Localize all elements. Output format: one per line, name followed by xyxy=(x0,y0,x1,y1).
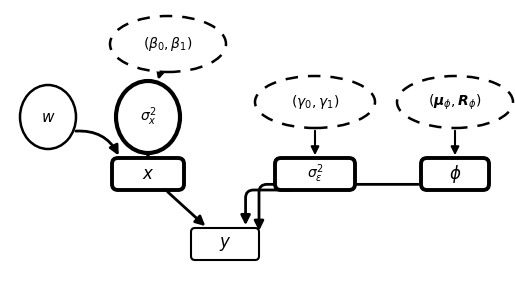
Text: $x$: $x$ xyxy=(142,165,154,183)
Text: $\sigma_x^2$: $\sigma_x^2$ xyxy=(140,106,157,128)
FancyBboxPatch shape xyxy=(191,228,259,260)
Ellipse shape xyxy=(255,76,375,128)
Text: $(\gamma_0, \gamma_1)$: $(\gamma_0, \gamma_1)$ xyxy=(291,93,339,111)
Text: $y$: $y$ xyxy=(219,235,231,253)
Ellipse shape xyxy=(397,76,513,128)
Ellipse shape xyxy=(116,81,180,153)
Text: $\phi$: $\phi$ xyxy=(449,163,461,185)
Text: $w$: $w$ xyxy=(41,110,55,124)
Ellipse shape xyxy=(110,16,226,72)
Text: $(\boldsymbol{\mu}_{\phi}, \boldsymbol{R}_{\phi})$: $(\boldsymbol{\mu}_{\phi}, \boldsymbol{R… xyxy=(428,92,482,112)
Ellipse shape xyxy=(20,85,76,149)
FancyBboxPatch shape xyxy=(112,158,184,190)
Text: $\sigma_{\epsilon}^2$: $\sigma_{\epsilon}^2$ xyxy=(306,163,323,185)
FancyBboxPatch shape xyxy=(421,158,489,190)
FancyBboxPatch shape xyxy=(275,158,355,190)
Text: $(\beta_0, \beta_1)$: $(\beta_0, \beta_1)$ xyxy=(143,35,193,53)
